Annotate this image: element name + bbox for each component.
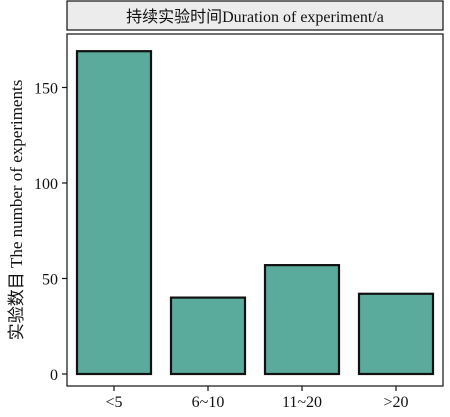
x-tick-label-1: 6~10 bbox=[192, 394, 225, 411]
chart-title: 持续实验时间Duration of experiment/a bbox=[126, 8, 384, 26]
y-axis-label: 实验数目 The number of experiments bbox=[7, 80, 26, 341]
x-ticks-layer: <5 6~10 11~20 >20 bbox=[105, 386, 409, 411]
x-tick-label-2: 11~20 bbox=[282, 394, 322, 411]
y-tick-label-0: 0 bbox=[50, 367, 58, 384]
plot-frame bbox=[66, 33, 444, 387]
y-ticks-layer: 0 50 100 150 bbox=[34, 80, 67, 384]
y-tick-label-1: 50 bbox=[42, 271, 58, 288]
title-header-box bbox=[66, 0, 444, 31]
bar-3 bbox=[357, 292, 435, 376]
bar-0 bbox=[75, 50, 153, 376]
x-tick-label-3: >20 bbox=[383, 394, 408, 411]
y-tick-label-2: 100 bbox=[34, 176, 58, 193]
bar-2 bbox=[263, 264, 341, 376]
x-tick-label-0: <5 bbox=[105, 394, 122, 411]
bar-1 bbox=[169, 296, 247, 376]
y-tick-label-3: 150 bbox=[34, 80, 58, 97]
bars-layer bbox=[75, 50, 435, 376]
